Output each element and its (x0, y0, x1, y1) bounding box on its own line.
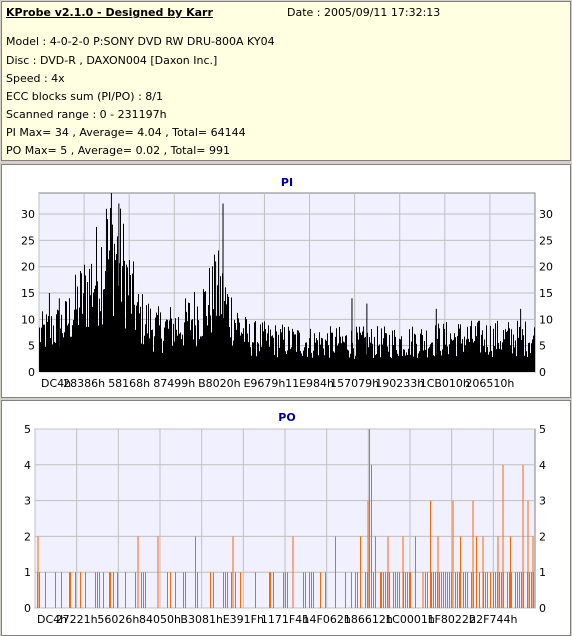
po-ytick-left: 4 (24, 459, 31, 472)
pi-ytick-left: 15 (21, 287, 35, 300)
pi-ytick-left: 10 (21, 313, 35, 326)
pi-ytick-right: 20 (539, 261, 553, 274)
po-xtick: 56026h (97, 613, 139, 626)
scan-date: Date : 2005/09/11 17:32:13 (287, 6, 441, 19)
po-ytick-left: 2 (24, 530, 31, 543)
pi-xtick: B8020h (198, 377, 241, 390)
pi-ytick-right: 10 (539, 313, 553, 326)
po-ytick-right: 1 (539, 566, 546, 579)
po-ytick-right: 0 (539, 602, 546, 615)
pi-xtick: 87499h (153, 377, 195, 390)
pi-xtick: 157079h (330, 377, 379, 390)
pi-chart-panel: 0 0 5 5 10 10 15 15 20 20 25 25 30 30 DC4h 28386h 58168h… (1, 164, 571, 398)
po-xtick: 186612h (344, 613, 393, 626)
scanned-range: Scanned range : 0 - 231197h (6, 108, 167, 121)
pi-ytick-right: 15 (539, 287, 553, 300)
pi-xtick: 206510h (465, 377, 514, 390)
app-title: KProbe v2.1.0 - Designed by Karr (6, 6, 213, 19)
po-ytick-right: 4 (539, 459, 546, 472)
pi-xtick: 58168h (108, 377, 150, 390)
po-xtick: 14F062h (303, 613, 351, 626)
po-xtick: 27221h (56, 613, 98, 626)
pi-ytick-right: 5 (539, 340, 546, 353)
po-ytick-left: 0 (24, 602, 31, 615)
po-ytick-left: 3 (24, 495, 31, 508)
po-xtick: 84050h (139, 613, 181, 626)
po-xtick: 1171F4h (261, 613, 309, 626)
pi-ytick-left: 25 (21, 234, 35, 247)
po-chart-title: PO (278, 411, 295, 424)
pi-ytick-left: 20 (21, 261, 35, 274)
po-bars (37, 429, 534, 608)
pi-ytick-left: 5 (28, 340, 35, 353)
drive-model: Model : 4-0-2-0 P:SONY DVD RW DRU-800A K… (6, 35, 275, 48)
ecc-blocks: ECC blocks sum (PI/PO) : 8/1 (6, 90, 163, 103)
pi-xtick: 1CB010h (420, 377, 470, 390)
disc-info: Disc : DVD-R , DAXON004 [Daxon Inc.] (6, 54, 218, 67)
scan-speed: Speed : 4x (6, 72, 65, 85)
pi-xtick: 28386h (63, 377, 105, 390)
po-chart-panel: 0 0 1 1 2 2 3 3 4 4 5 5 DC4h 27221h 56026h 84050h B3081h… (1, 400, 571, 636)
po-xtick: E391Fh (223, 613, 264, 626)
po-xtick: 22F744h (469, 613, 517, 626)
pi-xtick: DC4h (41, 377, 71, 390)
pi-chart-title: PI (281, 176, 293, 189)
pi-xtick: E9679h (243, 377, 285, 390)
pi-summary: PI Max= 34 , Average= 4.04 , Total= 6414… (6, 126, 246, 139)
po-xtick: 1F8022h (428, 613, 476, 626)
po-xtick: 1C0001h (385, 613, 435, 626)
pi-ytick-right: 0 (539, 366, 546, 379)
pi-xtick: 11E984h (285, 377, 334, 390)
pi-ytick-left: 30 (21, 208, 35, 221)
po-xtick: B3081h (180, 613, 223, 626)
po-ytick-right: 2 (539, 530, 546, 543)
pi-bars (39, 193, 535, 372)
po-ytick-right: 3 (539, 495, 546, 508)
pi-ytick-right: 25 (539, 234, 553, 247)
pi-ytick-left: 0 (28, 366, 35, 379)
pi-xtick: 190233h (375, 377, 424, 390)
po-xtick: DC4h (37, 613, 67, 626)
po-ytick-left: 5 (24, 423, 31, 436)
po-ytick-left: 1 (24, 566, 31, 579)
scan-info-panel: KProbe v2.1.0 - Designed by Karr Date : … (1, 1, 571, 161)
pi-ytick-right: 30 (539, 208, 553, 221)
po-summary: PO Max= 5 , Average= 0.02 , Total= 991 (6, 144, 230, 157)
po-ytick-right: 5 (539, 423, 546, 436)
